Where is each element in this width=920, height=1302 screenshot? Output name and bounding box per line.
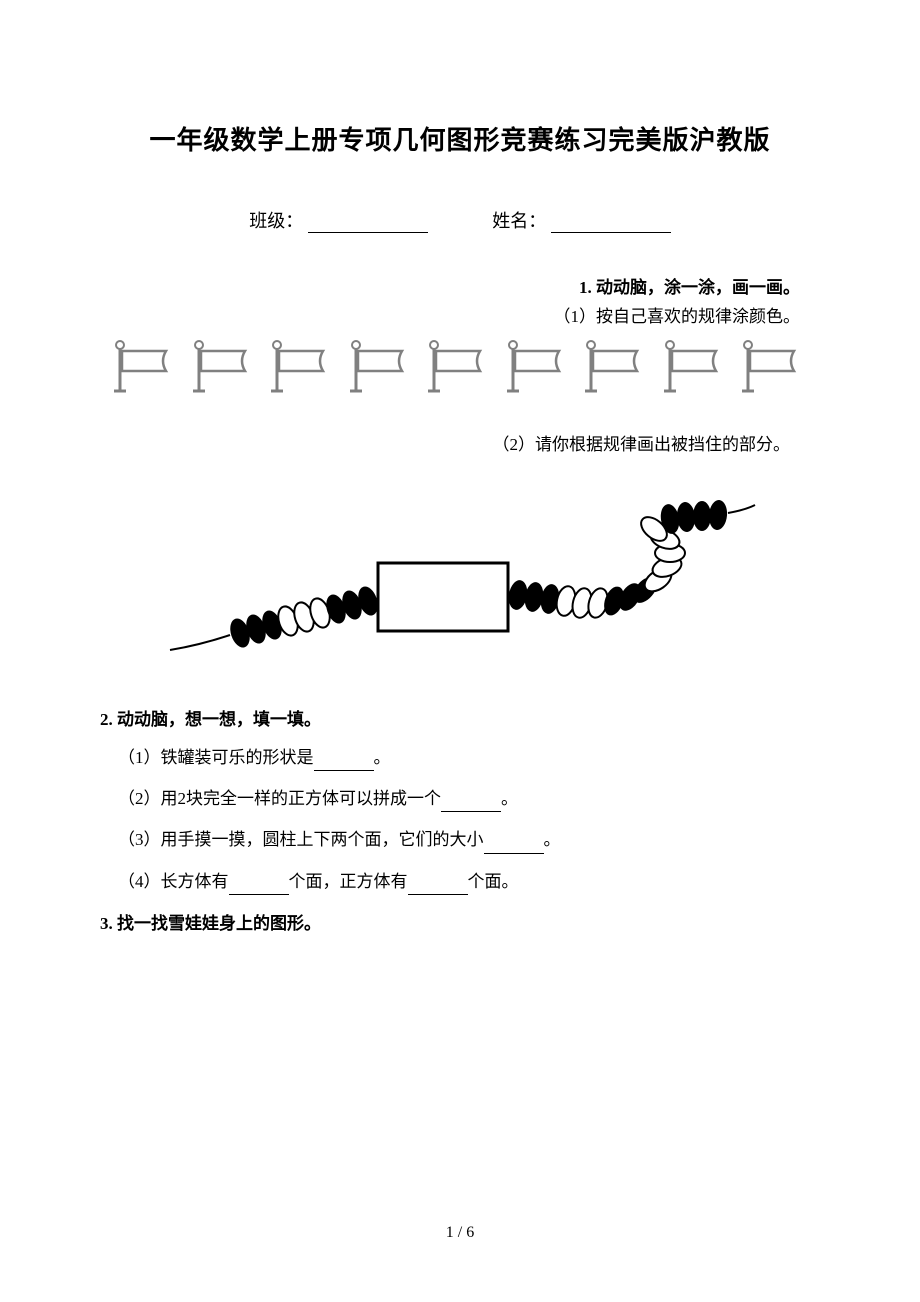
q2-1-blank[interactable] — [314, 770, 374, 771]
flag-icon — [267, 337, 339, 400]
flag-icon — [110, 337, 182, 400]
name-label: 姓名： — [492, 207, 546, 233]
page-title: 一年级数学上册专项几何图形竞赛练习完美版沪教版 — [100, 120, 820, 157]
q2-4-mid: 个面，正方体有 — [289, 872, 408, 891]
q2-4-blank1[interactable] — [229, 894, 289, 895]
flag-icon — [660, 337, 732, 400]
q2-3-suffix: 。 — [544, 830, 561, 849]
q2-2-prefix: （2）用2块完全一样的正方体可以拼成一个 — [118, 789, 441, 808]
flag-icon — [189, 337, 261, 400]
q2-item-2: （2）用2块完全一样的正方体可以拼成一个 。 — [100, 785, 820, 812]
student-info: 班级： 姓名： — [100, 207, 820, 233]
q2-4-p1: （4）长方体有 — [118, 872, 229, 891]
beads-figure — [100, 475, 820, 675]
q1-sub2: （2）请你根据规律画出被挡住的部分。 — [100, 430, 820, 455]
q2-3-blank[interactable] — [484, 853, 544, 854]
flags-row — [100, 337, 820, 400]
q2-title: 2. 动动脑，想一想，填一填。 — [100, 705, 820, 730]
q2-item-1: （1）铁罐装可乐的形状是 。 — [100, 744, 820, 771]
flag-icon — [503, 337, 575, 400]
q2-2-blank[interactable] — [441, 811, 501, 812]
q2-item-4: （4）长方体有 个面，正方体有 个面。 — [100, 868, 820, 895]
q2-item-3: （3）用手摸一摸，圆柱上下两个面，它们的大小 。 — [100, 826, 820, 853]
flag-icon — [738, 337, 810, 400]
q2-2-suffix: 。 — [501, 789, 518, 808]
q2-1-prefix: （1）铁罐装可乐的形状是 — [118, 748, 314, 767]
q2-4-suf: 个面。 — [468, 872, 519, 891]
flag-icon — [581, 337, 653, 400]
page-footer: 1 / 6 — [0, 1224, 920, 1242]
q2-1-suffix: 。 — [374, 748, 391, 767]
q2-4-blank2[interactable] — [408, 894, 468, 895]
q1-title: 动动脑，涂一涂，画一画。 — [596, 278, 800, 297]
q2-3-prefix: （3）用手摸一摸，圆柱上下两个面，它们的大小 — [118, 830, 484, 849]
flag-icon — [346, 337, 418, 400]
class-label: 班级： — [249, 207, 303, 233]
q1-header: 1. 动动脑，涂一涂，画一画。 — [100, 273, 820, 298]
flag-icon — [424, 337, 496, 400]
q3-title: 3. 找一找雪娃娃身上的图形。 — [100, 909, 820, 934]
q1-number: 1. — [579, 278, 592, 297]
name-blank[interactable] — [551, 232, 671, 233]
class-blank[interactable] — [308, 232, 428, 233]
q1-sub1: （1）按自己喜欢的规律涂颜色。 — [100, 302, 820, 327]
